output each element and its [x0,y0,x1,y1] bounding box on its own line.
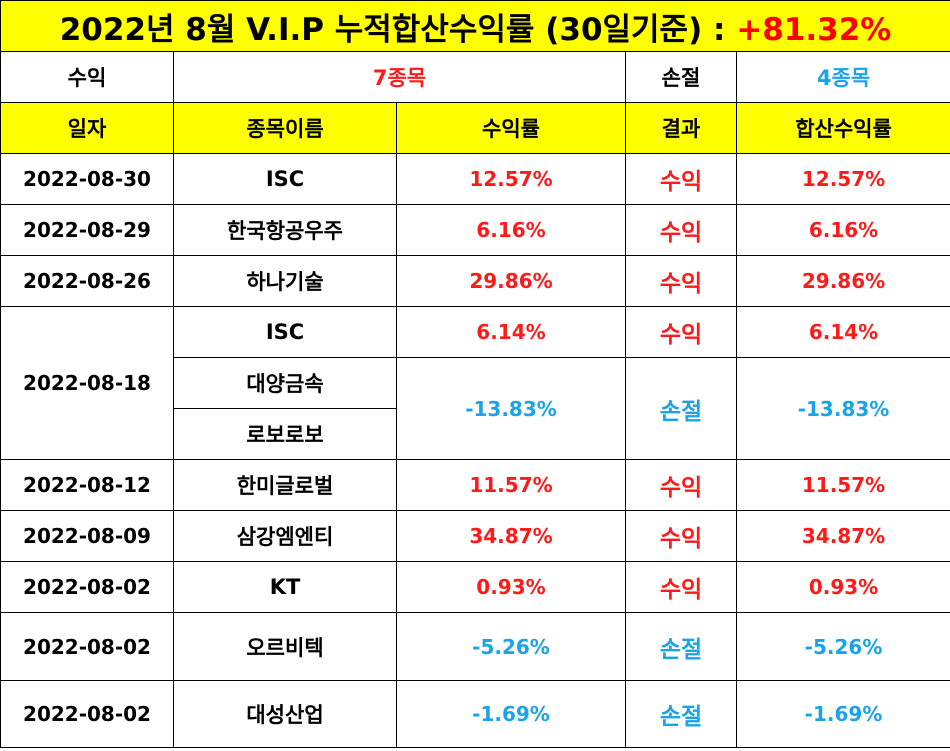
title-text: 2022년 8월 V.I.P 누적합산수익률 (30일기준) : [59,11,737,48]
profit-count: 7종목 [173,51,626,103]
table-row: 2022-08-02 오르비텍 -5.26% 손절 -5.26% [0,612,950,681]
row-result: 수익 [625,255,737,307]
row-stock-name: 한국항공우주 [173,204,397,256]
header-rate: 수익률 [396,102,626,154]
row-stock-name: ISC [173,306,397,358]
row-sum: -5.26% [735,612,950,681]
row-rate: 34.87% [396,510,626,562]
row-date: 2022-08-12 [0,459,174,511]
row-stock-name: KT [173,561,397,613]
row-rate: 29.86% [396,255,626,307]
row-stock-name: 로보로보 [173,408,397,460]
row-stock-name: 대성산업 [173,680,397,748]
row-result: 손절 [625,357,737,460]
row-result: 손절 [625,680,737,748]
row-sum: -13.83% [735,357,950,460]
row-rate: 0.93% [396,561,626,613]
row-rate: -1.69% [396,680,626,748]
row-result: 수익 [625,510,737,562]
row-sum: 29.86% [735,255,950,307]
row-rate: 6.14% [396,306,626,358]
header-result: 결과 [625,102,737,154]
row-rate: 11.57% [396,459,626,511]
row-date: 2022-08-02 [0,612,174,681]
row-date: 2022-08-09 [0,510,174,562]
row-rate: 12.57% [396,153,626,205]
row-rate: 6.16% [396,204,626,256]
profit-label: 수익 [0,51,174,103]
row-result: 수익 [625,204,737,256]
row-date: 2022-08-02 [0,561,174,613]
row-date: 2022-08-02 [0,680,174,748]
row-stock-name: 하나기술 [173,255,397,307]
table-row: 2022-08-02 대성산업 -1.69% 손절 -1.69% [0,680,950,748]
header-row: 일자 종목이름 수익률 결과 합산수익률 [0,102,950,154]
table-row: 2022-08-18 ISC 6.14% 수익 6.14% [0,306,950,460]
row-stock-name: 삼강엠엔티 [173,510,397,562]
table-row: 2022-08-12 한미글로벌 11.57% 수익 11.57% [0,459,950,511]
table-row: 2022-08-09 삼강엠엔티 34.87% 수익 34.87% [0,510,950,562]
row-sum: 0.93% [735,561,950,613]
summary-row: 수익 7종목 손절 4종목 [0,51,950,103]
row-result: 수익 [625,561,737,613]
table-row: 2022-08-30 ISC 12.57% 수익 12.57% [0,153,950,205]
row-date: 2022-08-26 [0,255,174,307]
row-sum: 34.87% [735,510,950,562]
page-title: 2022년 8월 V.I.P 누적합산수익률 (30일기준) : +81.32% [0,0,950,52]
row-sum: -1.69% [735,680,950,748]
row-stock-name: ISC [173,153,397,205]
header-name: 종목이름 [173,102,397,154]
row-result: 수익 [625,306,737,358]
header-sum: 합산수익률 [735,102,950,154]
row-stock-name: 한미글로벌 [173,459,397,511]
table-row: 2022-08-29 한국항공우주 6.16% 수익 6.16% [0,204,950,256]
header-date: 일자 [0,102,174,154]
row-rate: -13.83% [396,357,626,460]
title-total-return: +81.32% [736,11,892,48]
table-row: 2022-08-26 하나기술 29.86% 수익 29.86% [0,255,950,307]
row-date: 2022-08-18 [0,306,174,460]
row-stock-name: 오르비텍 [173,612,397,681]
row-result: 수익 [625,459,737,511]
loss-label: 손절 [625,51,737,103]
table-row: 2022-08-02 KT 0.93% 수익 0.93% [0,561,950,613]
row-date: 2022-08-29 [0,204,174,256]
loss-count: 4종목 [735,51,950,103]
row-stock-name: 대양금속 [173,357,397,409]
row-sum: 11.57% [735,459,950,511]
row-sum: 6.16% [735,204,950,256]
row-result: 수익 [625,153,737,205]
row-sum: 6.14% [735,306,950,358]
row-date: 2022-08-30 [0,153,174,205]
row-sum: 12.57% [735,153,950,205]
row-rate: -5.26% [396,612,626,681]
row-result: 손절 [625,612,737,681]
